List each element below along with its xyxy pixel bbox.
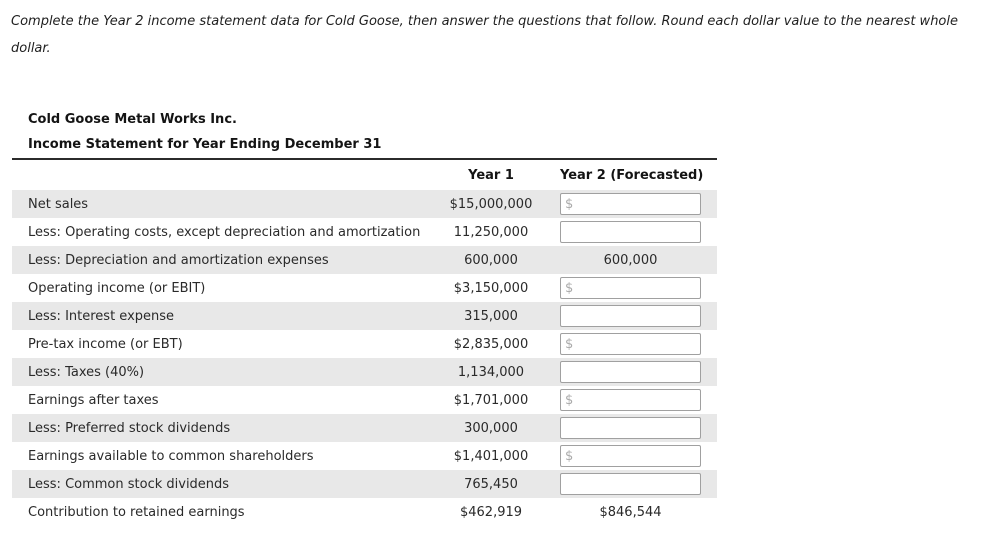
year1-value: $3,150,000	[453, 280, 529, 296]
year2-input-cell: $	[560, 445, 701, 467]
year2-input-less-taxes-40[interactable]	[561, 363, 700, 381]
year1-value: $1,701,000	[453, 392, 529, 408]
year1-value: 765,450	[464, 476, 518, 492]
table-row: Earnings after taxes $1,701,000 $	[12, 386, 717, 414]
row-label: Less: Taxes (40%)	[28, 364, 145, 380]
income-statement-table: Cold Goose Metal Works Inc. Income State…	[12, 112, 717, 526]
year2-input-less-preferred-stock-dividends[interactable]	[561, 419, 700, 437]
year1-value: $15,000,000	[449, 196, 533, 212]
row-label: Less: Interest expense	[28, 308, 175, 324]
year2-value: $846,544	[599, 504, 662, 520]
year2-input-less-operating-costs-except-depreciation-and-amortization[interactable]	[561, 223, 700, 241]
year2-input-box: $	[560, 277, 701, 299]
row-label: Contribution to retained earnings	[28, 504, 245, 520]
year2-input-cell	[560, 361, 701, 383]
year2-input-cell	[560, 305, 701, 327]
table-row: Pre-tax income (or EBT) $2,835,000 $	[12, 330, 717, 358]
year2-input-box	[560, 417, 701, 439]
year1-value: $2,835,000	[453, 336, 529, 352]
year2-input-box: $	[560, 445, 701, 467]
table-row: Contribution to retained earnings $462,91…	[12, 498, 717, 526]
year2-input-operating-income-or-ebit[interactable]	[573, 279, 700, 297]
year1-value: 300,000	[464, 420, 518, 436]
year2-input-cell: $	[560, 333, 701, 355]
dollar-prefix: $	[565, 336, 574, 352]
year1-value: 11,250,000	[453, 224, 529, 240]
column-header-year1: Year 1	[468, 167, 514, 183]
row-label: Earnings after taxes	[28, 392, 159, 408]
year2-input-less-common-stock-dividends[interactable]	[561, 475, 700, 493]
table-row: Less: Common stock dividends 765,450	[12, 470, 717, 498]
table-rows: Net sales $15,000,000 $ Less: Operating cos…	[12, 190, 717, 526]
year2-input-cell	[560, 473, 701, 495]
year2-input-less-interest-expense[interactable]	[561, 307, 700, 325]
year2-input-cell	[560, 417, 701, 439]
row-label: Net sales	[28, 196, 89, 212]
year2-input-cell: $	[560, 193, 701, 215]
year2-input-box	[560, 361, 701, 383]
row-label: Less: Common stock dividends	[28, 476, 230, 492]
table-row: Less: Preferred stock dividends 300,000	[12, 414, 717, 442]
row-label: Operating income (or EBIT)	[28, 280, 206, 296]
table-top-rule	[12, 158, 717, 160]
year1-value: 315,000	[464, 308, 518, 324]
year1-value: 1,134,000	[457, 364, 525, 380]
year1-value: $1,401,000	[453, 448, 529, 464]
year2-input-box: $	[560, 333, 701, 355]
year2-input-box	[560, 473, 701, 495]
year2-input-box: $	[560, 389, 701, 411]
year2-input-cell: $	[560, 389, 701, 411]
dollar-prefix: $	[565, 280, 574, 296]
column-header-row: Year 1 Year 2 (Forecasted)	[12, 160, 717, 190]
table-row: Less: Depreciation and amortization expe…	[12, 246, 717, 274]
year2-input-cell: $	[560, 277, 701, 299]
column-header-year2: Year 2 (Forecasted)	[560, 167, 704, 183]
dollar-prefix: $	[565, 448, 574, 464]
table-row: Less: Taxes (40%) 1,134,000	[12, 358, 717, 386]
table-row: Less: Operating costs, except depreciati…	[12, 218, 717, 246]
year1-value: 600,000	[464, 252, 518, 268]
row-label: Less: Operating costs, except depreciati…	[28, 224, 421, 240]
year2-input-box	[560, 305, 701, 327]
year2-input-net-sales[interactable]	[573, 195, 700, 213]
year2-input-cell	[560, 221, 701, 243]
year2-value: 600,000	[603, 252, 658, 268]
year2-input-earnings-available-to-common-shareholders[interactable]	[573, 447, 700, 465]
row-label: Earnings available to common shareholder…	[28, 448, 314, 464]
table-row: Earnings available to common shareholder…	[12, 442, 717, 470]
dollar-prefix: $	[565, 392, 574, 408]
year1-value: $462,919	[459, 504, 523, 520]
row-label: Less: Depreciation and amortization expe…	[28, 252, 329, 268]
instruction-text: Complete the Year 2 income statement dat…	[11, 14, 958, 56]
table-row: Net sales $15,000,000 $	[12, 190, 717, 218]
table-row: Less: Interest expense 315,000	[12, 302, 717, 330]
year2-input-earnings-after-taxes[interactable]	[573, 391, 700, 409]
statement-title: Income Statement for Year Ending Decembe…	[28, 137, 382, 152]
row-label: Pre-tax income (or EBT)	[28, 336, 183, 352]
company-name: Cold Goose Metal Works Inc.	[28, 112, 237, 127]
dollar-prefix: $	[565, 196, 574, 212]
year2-input-box: $	[560, 193, 701, 215]
row-label: Less: Preferred stock dividends	[28, 420, 231, 436]
table-row: Operating income (or EBIT) $3,150,000 $	[12, 274, 717, 302]
year2-input-pre-tax-income-or-ebt[interactable]	[573, 335, 700, 353]
year2-input-box	[560, 221, 701, 243]
